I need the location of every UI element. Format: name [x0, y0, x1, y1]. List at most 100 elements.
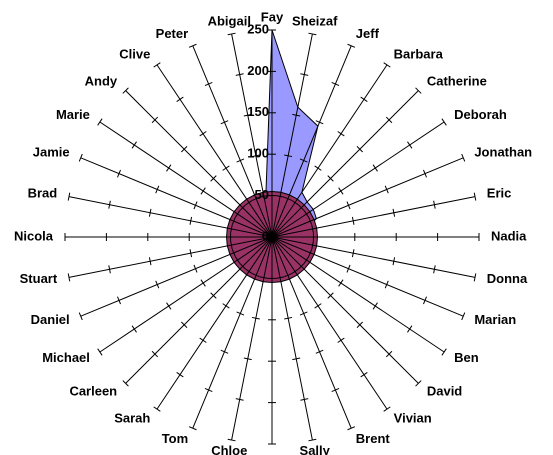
spoke: [271, 236, 445, 353]
spoke: [271, 236, 388, 410]
spoke: [68, 196, 273, 238]
tick-mark: [308, 438, 317, 442]
tick-mark: [360, 372, 368, 378]
tick-mark: [153, 62, 161, 68]
tick-mark: [220, 349, 229, 354]
tick-mark: [235, 73, 244, 76]
tick-mark: [338, 279, 344, 287]
tick-mark: [384, 185, 389, 194]
tick-mark: [155, 280, 160, 289]
tick-mark: [331, 388, 340, 392]
tick-mark: [276, 195, 285, 198]
tick-mark: [347, 426, 356, 431]
tick-mark: [235, 398, 244, 401]
tick-mark: [193, 264, 198, 273]
tick-mark: [117, 296, 121, 305]
tick-mark: [407, 141, 413, 149]
category-label: Marian: [474, 312, 516, 327]
tick-mark: [351, 249, 355, 258]
tick-mark: [148, 208, 152, 217]
tick-mark: [166, 164, 172, 172]
category-label: Abigail: [208, 14, 251, 29]
tick-mark: [315, 120, 324, 125]
tick-mark: [243, 113, 252, 117]
tick-mark: [97, 118, 103, 126]
spoke: [271, 236, 476, 278]
category-label: Fay: [261, 9, 284, 24]
spoke: [271, 33, 313, 238]
tick-mark: [291, 199, 299, 206]
category-label: Vivian: [394, 411, 432, 426]
tick-mark: [210, 175, 217, 182]
spoke: [271, 90, 419, 238]
spoke: [271, 64, 388, 238]
tick-mark: [200, 279, 206, 287]
tick-mark: [308, 248, 313, 257]
tick-mark: [180, 145, 188, 153]
tick-mark: [346, 264, 351, 273]
tick-mark: [245, 268, 253, 275]
tick-mark: [284, 154, 293, 158]
tick-mark: [259, 276, 268, 279]
tick-mark: [300, 73, 309, 76]
tick-mark: [283, 196, 292, 201]
tick-mark: [188, 43, 197, 48]
tick-mark: [315, 349, 324, 354]
tick-mark: [292, 113, 301, 117]
tick-mark: [308, 217, 313, 226]
spoke: [271, 236, 313, 441]
y-tick-label: 150: [247, 104, 269, 119]
tick-mark: [385, 116, 393, 124]
tick-mark: [252, 273, 261, 278]
spoke: [271, 45, 352, 238]
spoke: [99, 121, 273, 238]
tick-mark: [392, 208, 396, 217]
tick-mark: [234, 256, 241, 264]
tick-mark: [155, 185, 160, 194]
tick-mark: [473, 273, 477, 282]
category-label: Nadia: [491, 228, 527, 243]
tick-mark: [108, 265, 111, 274]
y-tick-label: 50: [255, 187, 269, 202]
spoke: [231, 33, 273, 238]
spoke: [271, 236, 464, 317]
y-tick-label: 200: [247, 63, 269, 78]
category-label: Daniel: [31, 312, 70, 327]
tick-mark: [239, 263, 246, 270]
spoke: [271, 121, 445, 238]
category-label: Jeff: [356, 26, 380, 41]
tick-mark: [176, 96, 184, 102]
tick-mark: [276, 276, 285, 279]
category-label: Nicola: [14, 228, 54, 243]
category-label: David: [427, 383, 462, 398]
y-tick-label: 0: [262, 228, 269, 243]
tick-mark: [97, 348, 103, 356]
tick-mark: [67, 273, 71, 282]
tick-mark: [351, 216, 355, 225]
tick-mark: [327, 175, 334, 182]
tick-mark: [245, 199, 253, 206]
category-label: Jamie: [33, 145, 70, 160]
tick-mark: [220, 120, 229, 125]
tick-mark: [67, 192, 71, 201]
tick-mark: [356, 321, 364, 329]
category-label: Sheizaf: [292, 14, 338, 29]
tick-mark: [303, 210, 310, 218]
tick-mark: [392, 257, 396, 266]
tick-mark: [230, 241, 233, 250]
tick-mark: [311, 224, 314, 233]
tick-mark: [372, 164, 378, 172]
tick-mark: [346, 201, 351, 210]
tick-mark: [78, 312, 83, 321]
tick-mark: [204, 388, 213, 392]
tick-mark: [433, 200, 436, 209]
tick-mark: [131, 325, 137, 333]
tick-mark: [415, 380, 422, 387]
spoke: [125, 90, 273, 238]
spoke: [231, 236, 273, 441]
tick-mark: [231, 248, 236, 257]
tick-mark: [314, 165, 322, 171]
spoke: [192, 236, 273, 429]
tick-mark: [461, 312, 466, 321]
